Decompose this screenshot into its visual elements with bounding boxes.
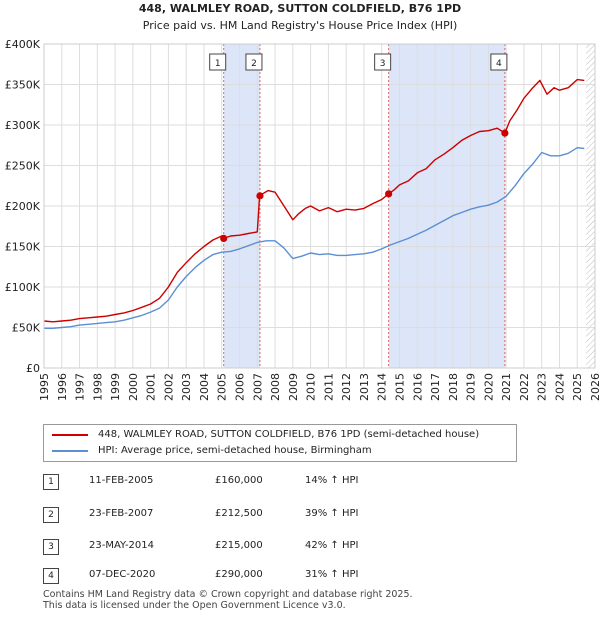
x-tick-label: 2024 bbox=[553, 373, 566, 401]
x-tick-label: 2025 bbox=[571, 373, 584, 401]
x-tick-label: 2011 bbox=[322, 373, 335, 401]
sale-point bbox=[501, 129, 509, 137]
sale-point bbox=[220, 234, 228, 242]
sale-row: 3 23-MAY-2014 £215,000 42% ↑ HPI bbox=[43, 539, 463, 557]
x-tick-label: 2007 bbox=[251, 373, 264, 401]
sale-number-badge: 4 bbox=[43, 568, 59, 584]
sale-number-badge: 3 bbox=[43, 539, 59, 555]
hpi-line-swatch bbox=[52, 450, 88, 452]
x-tick-label: 2014 bbox=[376, 373, 389, 401]
x-tick-label: 2006 bbox=[234, 373, 247, 401]
x-tick-label: 2020 bbox=[482, 373, 495, 401]
x-tick-label: 2026 bbox=[589, 373, 600, 401]
sale-date: 23-MAY-2014 bbox=[89, 540, 155, 551]
y-tick-label: £300K bbox=[5, 119, 41, 132]
sale-number-label: 3 bbox=[380, 59, 386, 69]
sale-date: 23-FEB-2007 bbox=[89, 508, 154, 519]
price-chart: 448, WALMLEY ROAD, SUTTON COLDFIELD, B76… bbox=[5, 2, 600, 401]
sale-price: £215,000 bbox=[215, 540, 263, 551]
sale-number-badge: 2 bbox=[43, 507, 59, 523]
x-tick-label: 2021 bbox=[500, 373, 513, 401]
sale-number-box bbox=[490, 53, 508, 71]
sale-number-label: 4 bbox=[496, 59, 502, 69]
sale-price: £290,000 bbox=[215, 569, 263, 580]
x-tick-label: 2002 bbox=[162, 373, 175, 401]
y-tick-label: £0 bbox=[26, 362, 40, 375]
x-tick-label: 2000 bbox=[127, 373, 140, 401]
x-tick-label: 2012 bbox=[340, 373, 353, 401]
footer: Contains HM Land Registry data © Crown c… bbox=[43, 589, 413, 611]
sale-number-badge: 1 bbox=[43, 474, 59, 490]
sale-hpi-change: 14% ↑ HPI bbox=[305, 475, 359, 486]
sale-price: £160,000 bbox=[215, 475, 263, 486]
x-tick-label: 2013 bbox=[358, 373, 371, 401]
x-tick-label: 2008 bbox=[269, 373, 282, 401]
x-tick-label: 1998 bbox=[91, 373, 104, 401]
sale-price: £212,500 bbox=[215, 508, 263, 519]
footer-licence: This data is licensed under the Open Gov… bbox=[43, 600, 346, 611]
sale-number-label: 2 bbox=[251, 59, 257, 69]
y-tick-label: £250K bbox=[5, 160, 41, 173]
sale-date: 07-DEC-2020 bbox=[89, 569, 156, 580]
x-tick-label: 2004 bbox=[198, 373, 211, 401]
x-tick-label: 2015 bbox=[393, 373, 406, 401]
x-tick-label: 2022 bbox=[518, 373, 531, 401]
plot-frame bbox=[43, 43, 596, 369]
sale-hpi-change: 31% ↑ HPI bbox=[305, 569, 359, 580]
x-tick-label: 2016 bbox=[411, 373, 424, 401]
x-tick-label: 2023 bbox=[536, 373, 549, 401]
sale-date: 11-FEB-2005 bbox=[89, 475, 154, 486]
x-tick-label: 2005 bbox=[216, 373, 229, 401]
chart-legend: 448, WALMLEY ROAD, SUTTON COLDFIELD, B76… bbox=[43, 424, 517, 462]
legend-hpi-label: HPI: Average price, semi-detached house,… bbox=[98, 445, 372, 456]
x-tick-label: 2010 bbox=[305, 373, 318, 401]
hpi-line bbox=[44, 146, 585, 329]
y-tick-label: £350K bbox=[5, 79, 41, 92]
chart-title: 448, WALMLEY ROAD, SUTTON COLDFIELD, B76… bbox=[139, 2, 461, 15]
x-tick-label: 1996 bbox=[56, 373, 69, 401]
sale-row: 4 07-DEC-2020 £290,000 31% ↑ HPI bbox=[43, 568, 463, 586]
sale-row: 1 11-FEB-2005 £160,000 14% ↑ HPI bbox=[43, 474, 463, 492]
x-tick-label: 2001 bbox=[145, 373, 158, 401]
x-tick-label: 1995 bbox=[38, 373, 51, 401]
chart-subtitle: Price paid vs. HM Land Registry's House … bbox=[143, 19, 458, 32]
x-tick-label: 2019 bbox=[465, 373, 478, 401]
sale-number-box bbox=[374, 53, 392, 71]
property-line-swatch bbox=[52, 434, 88, 436]
sale-number-box bbox=[245, 53, 263, 71]
x-tick-label: 1999 bbox=[109, 373, 122, 401]
sale-point bbox=[256, 192, 264, 200]
x-tick-label: 2003 bbox=[180, 373, 193, 401]
y-tick-label: £100K bbox=[5, 281, 41, 294]
y-tick-label: £50K bbox=[12, 322, 41, 335]
footer-copyright: Contains HM Land Registry data © Crown c… bbox=[43, 589, 413, 600]
x-tick-label: 1997 bbox=[74, 373, 87, 401]
y-tick-label: £400K bbox=[5, 38, 41, 51]
x-tick-label: 2009 bbox=[287, 373, 300, 401]
y-tick-label: £200K bbox=[5, 200, 41, 213]
sale-number-box bbox=[209, 53, 227, 71]
x-tick-label: 2018 bbox=[447, 373, 460, 401]
legend-property-label: 448, WALMLEY ROAD, SUTTON COLDFIELD, B76… bbox=[98, 429, 480, 440]
sale-row: 2 23-FEB-2007 £212,500 39% ↑ HPI bbox=[43, 507, 463, 525]
x-tick-label: 2017 bbox=[429, 373, 442, 401]
sale-point bbox=[385, 190, 393, 198]
y-tick-label: £150K bbox=[5, 241, 41, 254]
sale-hpi-change: 39% ↑ HPI bbox=[305, 508, 359, 519]
sale-hpi-change: 42% ↑ HPI bbox=[305, 540, 359, 551]
sale-number-label: 1 bbox=[215, 59, 221, 69]
